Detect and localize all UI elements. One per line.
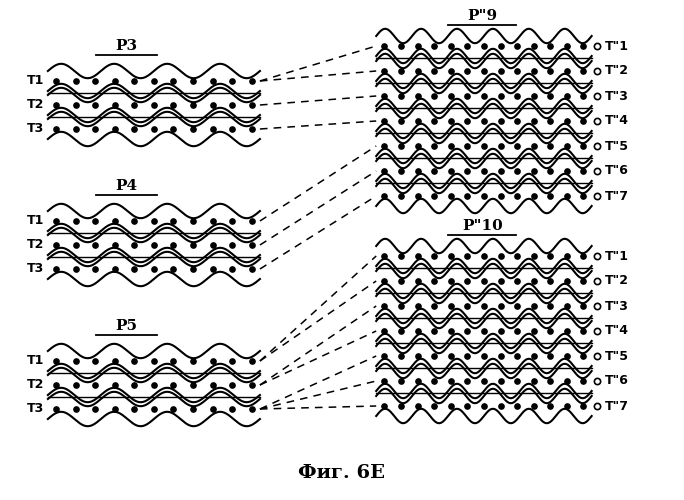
Text: P"9: P"9 <box>467 8 497 22</box>
Text: T"7: T"7 <box>605 190 629 202</box>
Text: T1: T1 <box>27 214 44 228</box>
Text: T"5: T"5 <box>605 140 629 152</box>
Text: P5: P5 <box>116 318 137 332</box>
Text: T1: T1 <box>27 74 44 88</box>
Text: T"3: T"3 <box>605 300 629 312</box>
Text: T"3: T"3 <box>605 90 629 102</box>
Text: Фиг. 6Е: Фиг. 6Е <box>298 464 386 482</box>
Text: T2: T2 <box>27 98 44 112</box>
Text: P"10: P"10 <box>462 218 503 232</box>
Text: T"4: T"4 <box>605 114 629 128</box>
Text: T2: T2 <box>27 238 44 252</box>
Text: T"1: T"1 <box>605 250 629 262</box>
Text: P3: P3 <box>116 38 137 52</box>
Text: T"5: T"5 <box>605 350 629 362</box>
Text: T"6: T"6 <box>605 164 629 177</box>
Text: T"2: T"2 <box>605 274 629 287</box>
Text: T"7: T"7 <box>605 400 629 412</box>
Text: T"4: T"4 <box>605 324 629 338</box>
Text: T3: T3 <box>27 262 44 276</box>
Text: T"6: T"6 <box>605 374 629 388</box>
Text: T2: T2 <box>27 378 44 392</box>
Text: T"2: T"2 <box>605 64 629 78</box>
Text: P4: P4 <box>116 178 137 192</box>
Text: T3: T3 <box>27 122 44 136</box>
Text: T1: T1 <box>27 354 44 368</box>
Text: T3: T3 <box>27 402 44 415</box>
Text: T"1: T"1 <box>605 40 629 52</box>
